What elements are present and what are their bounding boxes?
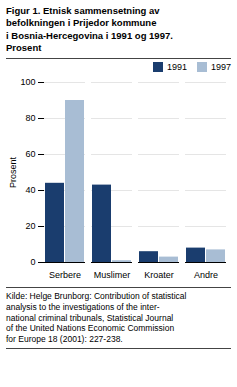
- svg-text:20: 20: [25, 222, 35, 232]
- html-text:1997: 1997: [211, 62, 231, 73]
- html-text:Kilde: Helge Brunborg: Contrib: Kilde: Helge Brunborg: Contribution of s…: [6, 291, 187, 344]
- svg-text:Prosent: Prosent: [8, 157, 18, 189]
- html-text:Figur 1. Etnisk sammensetning: Figur 1. Etnisk sammensetning av befolkn…: [6, 5, 173, 53]
- svg-text:0: 0: [30, 258, 35, 268]
- svg-text:Serbere: Serbere: [49, 270, 81, 280]
- svg-text:40: 40: [25, 186, 35, 196]
- svg-text:80: 80: [25, 114, 35, 124]
- svg-text:100: 100: [20, 78, 35, 88]
- svg-text:60: 60: [25, 150, 35, 160]
- svg-text:Kroater: Kroater: [144, 270, 174, 280]
- svg-text:Muslimer: Muslimer: [94, 270, 131, 280]
- svg-text:Andre: Andre: [194, 270, 218, 280]
- html-text:1991: 1991: [166, 62, 187, 73]
